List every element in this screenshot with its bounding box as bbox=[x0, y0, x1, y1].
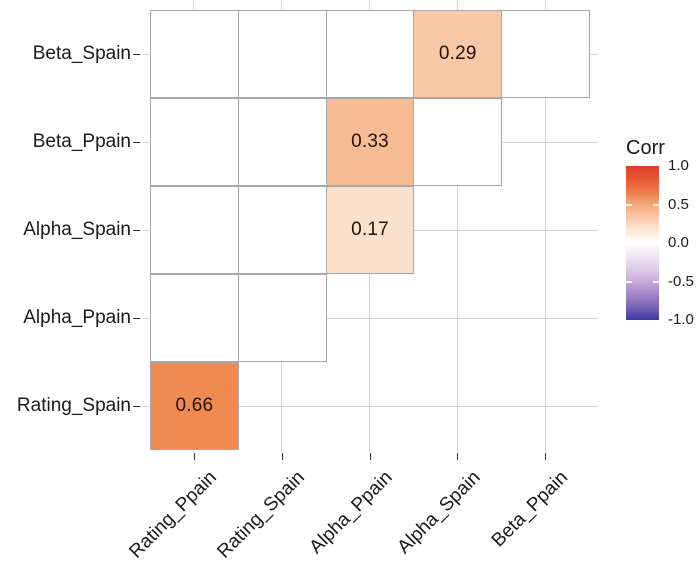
y-axis-label-Beta_Ppain: Beta_Ppain bbox=[32, 131, 131, 152]
panel-gridline-y-Rating_Spain bbox=[141, 405, 598, 407]
corr-tile-Beta_Ppain-Rating_Spain bbox=[237, 98, 327, 186]
y-axis-label-Beta_Spain: Beta_Spain bbox=[32, 43, 131, 64]
corr-tile-Beta_Spain-Rating_Ppain bbox=[150, 10, 239, 98]
x-axis-label-Beta_Ppain: Beta_Ppain bbox=[487, 467, 572, 552]
x-axis-label-Rating_Spain: Rating_Spain bbox=[213, 467, 309, 563]
x-axis-tick bbox=[545, 453, 547, 460]
y-axis-tick bbox=[133, 318, 140, 319]
legend-tick-label-0.5: 0.5 bbox=[668, 195, 689, 213]
corr-tile-Beta_Ppain-Alpha_Ppain: 0.33 bbox=[325, 98, 415, 186]
legend-tick-label-0.0: 0.0 bbox=[668, 234, 689, 251]
legend-tick-label--1.0: -1.0 bbox=[668, 311, 694, 328]
legend-notch bbox=[653, 280, 659, 283]
x-axis-tick bbox=[281, 453, 283, 460]
corr-tile-Beta_Ppain-Alpha_Spain bbox=[413, 98, 503, 186]
corr-tile-Alpha_Spain-Alpha_Ppain: 0.17 bbox=[325, 186, 415, 274]
legend-colorbar bbox=[626, 166, 659, 320]
y-axis-tick bbox=[133, 54, 140, 55]
legend-title: Corr bbox=[626, 137, 665, 159]
panel-gridline-x-Alpha_Spain bbox=[456, 1, 458, 452]
plot-panel: 0.29 0.33 0.17 0.66 bbox=[141, 1, 598, 452]
legend-tick-label--0.5: -0.5 bbox=[668, 272, 694, 290]
y-axis-tick bbox=[133, 406, 140, 407]
corr-value-label: 0.29 bbox=[438, 43, 477, 64]
corr-tile-Beta_Spain-Alpha_Ppain bbox=[325, 10, 415, 98]
x-axis-tick bbox=[457, 453, 459, 460]
legend-notch bbox=[653, 242, 659, 244]
x-axis-tick bbox=[369, 453, 371, 460]
legend: Corr bbox=[626, 137, 665, 320]
legend-notch bbox=[626, 280, 632, 283]
corr-tile-Alpha_Ppain-Rating_Ppain bbox=[150, 274, 239, 362]
corr-tile-Rating_Spain-Rating_Ppain: 0.66 bbox=[150, 362, 239, 450]
corr-value-label: 0.33 bbox=[351, 131, 389, 152]
x-axis-label-Alpha_Spain: Alpha_Spain bbox=[393, 467, 485, 559]
corr-tile-Beta_Spain-Rating_Spain bbox=[237, 10, 327, 98]
y-axis-label-Rating_Spain: Rating_Spain bbox=[16, 395, 131, 416]
corr-tile-Beta_Spain-Beta_Ppain bbox=[501, 10, 590, 98]
corr-tile-Beta_Spain-Alpha_Spain: 0.29 bbox=[413, 10, 503, 98]
corr-value-label: 0.66 bbox=[175, 395, 214, 416]
y-axis-tick bbox=[133, 142, 140, 143]
x-axis-tick bbox=[193, 453, 195, 460]
y-axis-label-Alpha_Ppain: Alpha_Ppain bbox=[23, 307, 131, 328]
panel-gridline-y-Alpha_Ppain bbox=[141, 317, 598, 319]
legend-notch bbox=[626, 242, 632, 244]
panel-gridline-x-Beta_Ppain bbox=[544, 1, 546, 452]
corr-tile-Alpha_Spain-Rating_Spain bbox=[237, 186, 327, 274]
corr-tile-Beta_Ppain-Rating_Ppain bbox=[150, 98, 239, 186]
legend-notch bbox=[626, 203, 632, 206]
legend-notch bbox=[653, 203, 659, 206]
corr-value-label: 0.17 bbox=[351, 219, 389, 240]
y-axis-label-Alpha_Spain: Alpha_Spain bbox=[23, 219, 131, 240]
x-axis-label-Alpha_Ppain: Alpha_Ppain bbox=[305, 467, 397, 559]
x-axis-label-Rating_Ppain: Rating_Ppain bbox=[125, 467, 221, 563]
legend-tick-label-1.0: 1.0 bbox=[668, 157, 689, 174]
y-axis-tick bbox=[133, 230, 140, 231]
corr-tile-Alpha_Spain-Rating_Ppain bbox=[150, 186, 239, 274]
corr-tile-Alpha_Ppain-Rating_Spain bbox=[237, 274, 327, 362]
